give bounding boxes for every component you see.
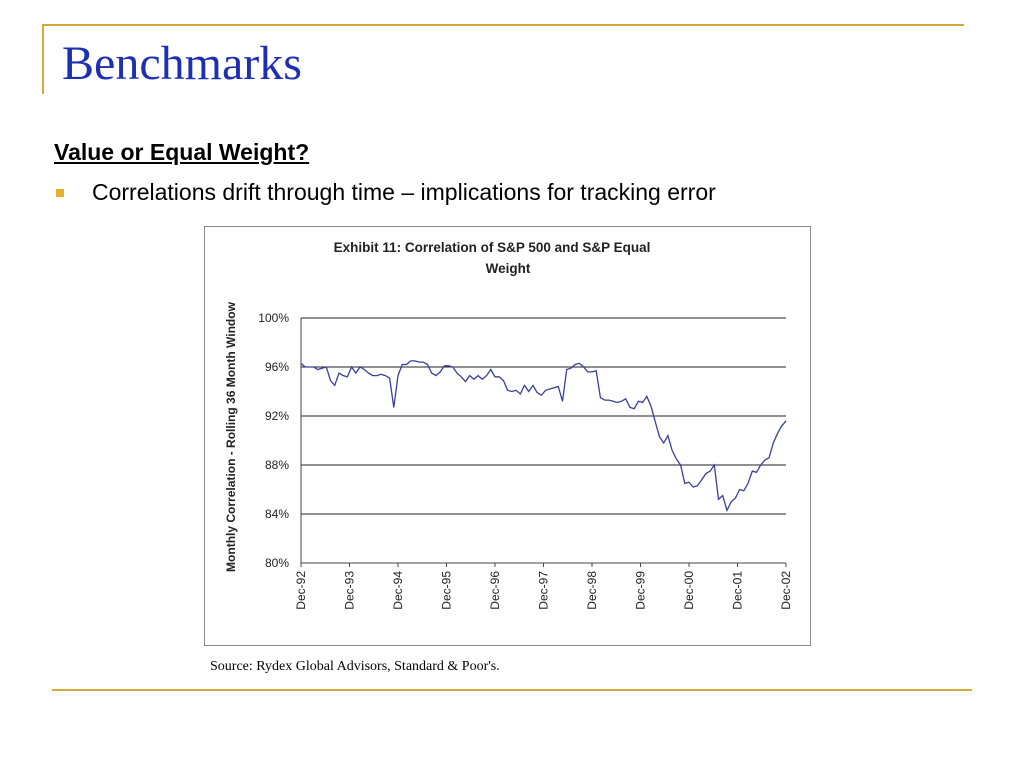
- top-accent-rule: [42, 24, 964, 26]
- y-axis-label: Monthly Correlation - Rolling 36 Month W…: [224, 301, 238, 572]
- y-tick-label: 88%: [265, 458, 289, 472]
- y-tick-label: 84%: [265, 507, 289, 521]
- x-tick-label: Dec-92: [294, 571, 308, 610]
- left-accent-rule: [42, 24, 44, 94]
- chart-figure: Exhibit 11: Correlation of S&P 500 and S…: [204, 226, 811, 646]
- x-tick-label: Dec-96: [488, 571, 502, 610]
- x-tick-label: Dec-95: [440, 571, 454, 610]
- slide-title: Benchmarks: [62, 37, 302, 90]
- x-tick-label: Dec-99: [634, 571, 648, 610]
- y-tick-label: 80%: [265, 556, 289, 570]
- correlation-chart: Exhibit 11: Correlation of S&P 500 and S…: [224, 240, 793, 610]
- bottom-accent-rule: [52, 689, 972, 691]
- x-tick-label: Dec-94: [391, 571, 405, 610]
- source-note: Source: Rydex Global Advisors, Standard …: [210, 659, 500, 674]
- x-tick-label: Dec-02: [779, 571, 793, 610]
- y-tick-label: 92%: [265, 409, 289, 423]
- chart-title-line-1: Exhibit 11: Correlation of S&P 500 and S…: [334, 240, 651, 255]
- x-tick-label: Dec-97: [537, 571, 551, 610]
- x-tick-label: Dec-98: [585, 571, 599, 610]
- bullet-text: Correlations drift through time – implic…: [92, 179, 716, 205]
- x-tick-label: Dec-93: [343, 571, 357, 610]
- subheading: Value or Equal Weight?: [54, 139, 310, 165]
- series-line: [300, 360, 787, 513]
- x-tick-label: Dec-01: [731, 571, 745, 610]
- bullet-square-icon: [56, 189, 64, 197]
- y-tick-label: 96%: [265, 360, 289, 374]
- x-tick-label: Dec-00: [682, 571, 696, 610]
- chart-title-line-2: Weight: [486, 261, 531, 276]
- y-tick-label: 100%: [258, 311, 289, 325]
